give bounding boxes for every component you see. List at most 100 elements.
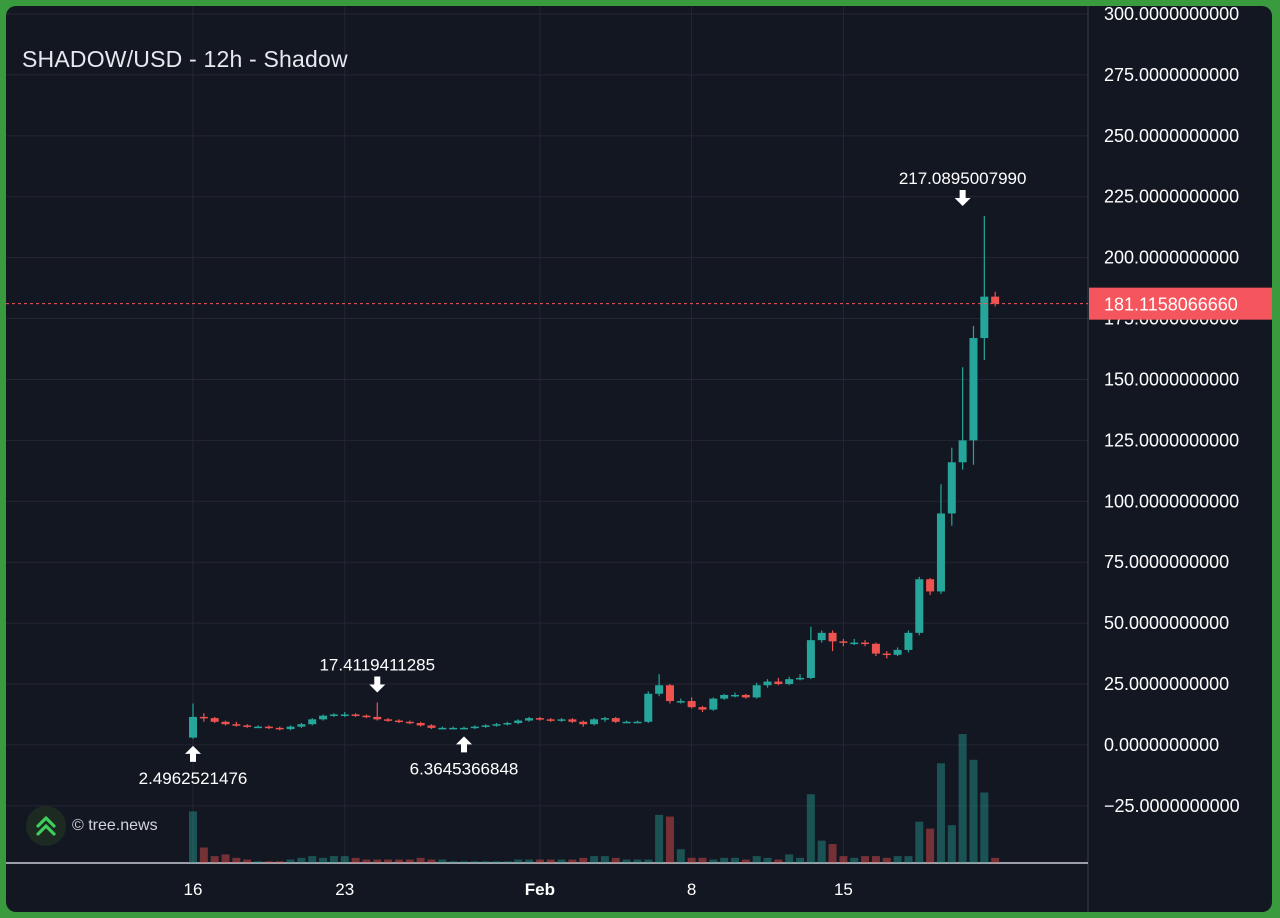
candle <box>394 719 403 723</box>
candle-body <box>991 296 1000 304</box>
candle-body <box>785 679 794 685</box>
candle-body <box>980 296 989 339</box>
volume-bar <box>633 859 642 863</box>
volume-bar <box>557 859 566 863</box>
annotation: 17.4119411285 <box>319 655 435 693</box>
candle <box>676 698 685 704</box>
price-tick-label: 250.0000000000 <box>1104 126 1239 146</box>
candle-body <box>308 719 317 725</box>
candle <box>828 630 837 652</box>
volume-bar <box>568 859 577 863</box>
candle-body <box>470 726 479 729</box>
candle-body <box>286 726 295 730</box>
volume-bar <box>655 814 664 863</box>
volume-bar <box>893 856 902 863</box>
candle <box>861 640 870 647</box>
annotation: 2.4962521476 <box>139 745 248 788</box>
candle-body <box>546 719 555 721</box>
volume-bar <box>817 840 826 863</box>
time-axis[interactable]: 16 23 Feb 8 15 <box>184 880 853 899</box>
price-axis[interactable]: 300.0000000000 275.0000000000 250.00000000… <box>1104 6 1240 816</box>
candle-body <box>243 725 252 727</box>
candle <box>687 697 696 709</box>
volume-bar <box>514 859 523 863</box>
candle-body <box>351 714 360 716</box>
candle-body <box>958 440 967 463</box>
volume-bar <box>741 859 750 863</box>
candle-body <box>882 653 891 656</box>
volume-bar <box>698 857 707 863</box>
candle <box>817 630 826 643</box>
price-tick-label: 75.0000000000 <box>1104 552 1229 572</box>
volume-bar <box>329 856 338 863</box>
candle <box>503 721 512 726</box>
volume-bar <box>199 847 208 863</box>
volume-bar <box>286 859 295 863</box>
candle-body <box>384 719 393 721</box>
candle <box>384 718 393 722</box>
candle <box>243 724 252 728</box>
candles <box>189 215 1000 739</box>
volume-bar <box>969 759 978 863</box>
candle <box>915 576 924 636</box>
candle <box>947 447 956 526</box>
volume-bar <box>492 861 501 863</box>
candle <box>709 697 718 711</box>
chart-title: SHADOW/USD - 12h - Shadow <box>22 46 348 72</box>
price-tick-label: 300.0000000000 <box>1104 6 1239 24</box>
volume-bar <box>470 861 479 863</box>
candlestick-chart[interactable]: 2.4962521476 17.4119411285 6.3645366848 217… <box>6 6 1272 912</box>
volume-bar <box>991 857 1000 863</box>
candle-body <box>698 707 707 710</box>
candle <box>297 722 306 728</box>
candle <box>481 724 490 728</box>
candle-body <box>579 721 588 725</box>
volume-bar <box>481 861 490 863</box>
candle-body <box>373 716 382 720</box>
volume-bar <box>373 859 382 863</box>
candle <box>449 726 458 730</box>
candle-body <box>741 694 750 698</box>
volume-bar <box>839 856 848 863</box>
volume-bar <box>926 828 935 863</box>
volume-bar <box>936 763 945 863</box>
volume-bar <box>915 821 924 863</box>
candle-body <box>557 719 566 721</box>
volume-bar <box>405 859 414 863</box>
volume-bar <box>774 859 783 863</box>
volume-bar <box>362 859 371 863</box>
candle-body <box>871 643 880 654</box>
candle-body <box>850 642 859 645</box>
candle-body <box>763 681 772 686</box>
candle <box>926 578 935 596</box>
candle-body <box>297 724 306 727</box>
candle-body <box>644 693 653 722</box>
annotation-label: 2.4962521476 <box>139 769 248 788</box>
grid-lines <box>6 6 1089 912</box>
candle <box>969 325 978 465</box>
candle-body <box>936 513 945 592</box>
time-tick-label: 16 <box>184 880 203 899</box>
candle <box>839 638 848 647</box>
candle-body <box>611 718 620 722</box>
candle-body <box>817 632 826 641</box>
candle <box>763 679 772 688</box>
candle-body <box>969 338 978 441</box>
candle <box>806 626 815 680</box>
watermark: © tree.news <box>26 806 158 846</box>
candle-body <box>806 640 815 678</box>
candle-body <box>264 726 273 729</box>
candle <box>351 713 360 717</box>
candle-body <box>221 721 230 725</box>
candle <box>557 718 566 722</box>
candle <box>492 722 501 727</box>
candle <box>871 642 880 656</box>
candle <box>232 721 241 727</box>
candle <box>936 484 945 594</box>
price-tick-label: 25.0000000000 <box>1104 674 1229 694</box>
candle <box>991 291 1000 307</box>
candle <box>221 720 230 726</box>
candle-body <box>254 726 263 729</box>
volume-bar <box>806 794 815 863</box>
volume-bar <box>785 854 794 863</box>
